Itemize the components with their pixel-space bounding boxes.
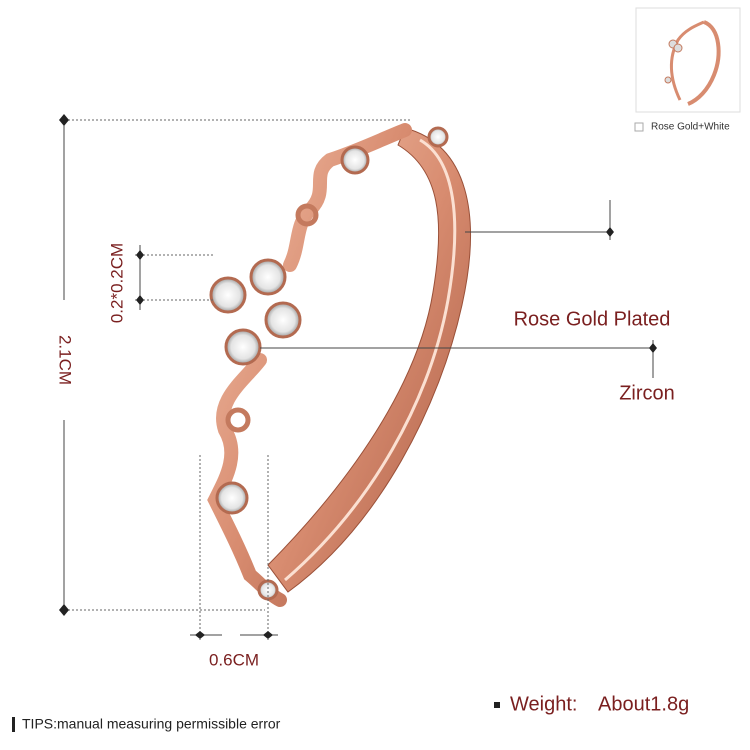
weight-label: Weight:: [510, 693, 577, 715]
width-label: 0.6CM: [209, 650, 259, 669]
bullet: [494, 702, 500, 708]
checkbox[interactable]: [634, 122, 644, 132]
dimension-lines: [59, 114, 657, 640]
stone-size-label: 0.2*0.2CM: [107, 243, 126, 323]
tips-bar: [12, 717, 15, 732]
variant-label[interactable]: Rose Gold+White: [651, 122, 730, 133]
height-label: 2.1CM: [56, 335, 75, 385]
weight-value: About1.8g: [598, 693, 689, 715]
thumbnail[interactable]: [635, 7, 741, 113]
ring: [207, 123, 471, 607]
tips: TIPS:manual measuring permissible error: [22, 716, 281, 732]
variant-option[interactable]: Rose Gold+White: [634, 7, 741, 133]
plating-label: Rose Gold Plated: [514, 308, 671, 330]
stone-label: Zircon: [619, 382, 675, 404]
